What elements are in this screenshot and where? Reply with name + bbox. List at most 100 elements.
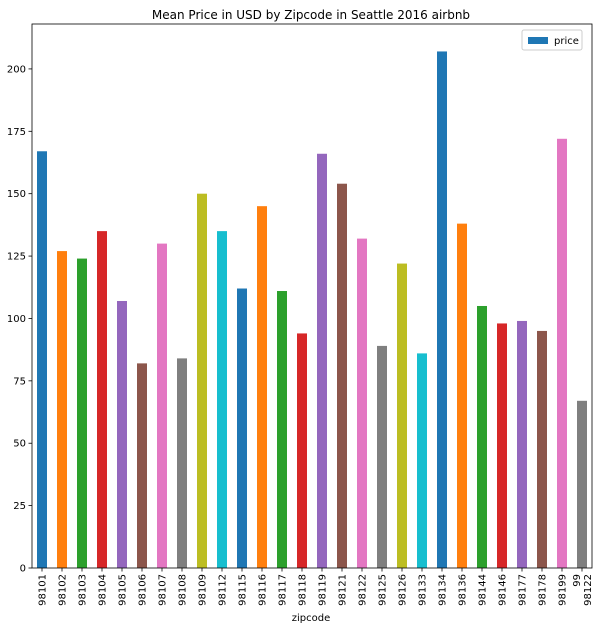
x-tick-label: 99 98122 <box>572 574 594 606</box>
x-tick-label-line: 98136 <box>458 574 469 606</box>
bar-98146 <box>497 323 507 568</box>
y-tick-label: 25 <box>13 501 26 512</box>
x-tick-label: 98136 <box>458 574 469 606</box>
bar-98199 <box>557 138 567 568</box>
x-tick-label-line: 98109 <box>198 574 209 606</box>
x-tick-label-line: 98106 <box>138 574 149 606</box>
bar-98109 <box>197 193 207 568</box>
bar-98126 <box>397 263 407 568</box>
bar-98177 <box>517 320 527 568</box>
x-tick-label-line: 98125 <box>378 574 389 606</box>
x-tick-label: 98106 <box>138 574 149 606</box>
legend-label: price <box>554 36 579 47</box>
x-tick-label-line: 98115 <box>238 574 249 606</box>
y-axis: 0 25 50 75 100 125 150 175 200 <box>7 64 32 575</box>
x-tick-label-line: 98134 <box>438 574 449 606</box>
x-tick-label: 98112 <box>218 574 229 606</box>
bar-98105 <box>117 300 127 568</box>
x-tick-label: 98134 <box>438 574 449 606</box>
x-tick-label: 98119 <box>318 574 329 606</box>
x-tick-label: 98146 <box>498 574 509 606</box>
x-tick-label: 98126 <box>398 574 409 606</box>
x-tick-label-line: 98146 <box>498 574 509 606</box>
x-tick-label-line: 98178 <box>538 574 549 606</box>
x-tick-label-line: 98102 <box>58 574 69 606</box>
x-tick-label-line: 98117 <box>278 574 289 606</box>
bar-98136 <box>457 223 467 568</box>
bar-98144 <box>477 305 487 568</box>
x-tick-label: 98177 <box>518 574 529 606</box>
x-tick-label: 98109 <box>198 574 209 606</box>
legend-swatch <box>528 37 548 44</box>
y-tick-label: 125 <box>7 252 26 263</box>
x-tick-label-line: 98121 <box>338 574 349 606</box>
x-tick-label: 98102 <box>58 574 69 606</box>
bar-98125 <box>377 345 387 568</box>
x-tick-label: 98133 <box>418 574 429 606</box>
x-tick-label: 98178 <box>538 574 549 606</box>
bar-98112 <box>217 231 227 568</box>
x-tick-label-line: 98118 <box>298 574 309 606</box>
bar-98115 <box>237 288 247 568</box>
x-tick-label: 98107 <box>158 574 169 606</box>
x-axis: 98101 98102 98103 98104 98105 98106 98107 98108… <box>38 568 594 606</box>
bar-99-98122 <box>577 400 587 568</box>
x-tick-label-line: 98144 <box>478 574 489 606</box>
x-tick-label: 98115 <box>238 574 249 606</box>
bar-98133 <box>417 353 427 568</box>
y-tick-label: 150 <box>7 189 26 200</box>
plot-frame <box>31 23 593 569</box>
x-tick-label-line: 98105 <box>118 574 129 606</box>
x-tick-label-line: 98119 <box>318 574 329 606</box>
x-tick-label: 98117 <box>278 574 289 606</box>
x-tick-label-line: 98199 <box>558 574 569 606</box>
bar-98122 <box>357 238 367 568</box>
x-tick-label-line: 98126 <box>398 574 409 606</box>
x-tick-label: 98105 <box>118 574 129 606</box>
x-tick-label-line: 98104 <box>98 574 109 606</box>
x-tick-label-line: 98116 <box>258 574 269 606</box>
bar-98107 <box>157 243 167 569</box>
x-tick-label: 98104 <box>98 574 109 606</box>
x-tick-label-line: 98177 <box>518 574 529 606</box>
chart-title: Mean Price in USD by Zipcode in Seattle … <box>152 8 470 22</box>
bar-98178 <box>537 330 547 568</box>
bar-98117 <box>277 291 287 568</box>
x-tick-label-line: 98101 <box>38 574 49 606</box>
x-tick-label: 98122 <box>358 574 369 606</box>
x-tick-label-line: 98108 <box>178 574 189 606</box>
x-tick-label: 98144 <box>478 574 489 606</box>
x-tick-label-line: 98122 <box>583 574 594 606</box>
bar-98101 <box>37 151 47 568</box>
x-tick-label: 98199 <box>558 574 569 606</box>
bar-98106 <box>137 363 147 568</box>
bar-98134 <box>437 51 447 569</box>
bar-98116 <box>257 206 267 568</box>
x-axis-label: zipcode <box>292 613 331 624</box>
x-tick-label-line: 98133 <box>418 574 429 606</box>
y-tick-label: 175 <box>7 127 26 138</box>
x-tick-label-line: 98107 <box>158 574 169 606</box>
y-tick-label: 50 <box>13 439 26 450</box>
x-tick-label-line: 98122 <box>358 574 369 606</box>
x-tick-label-line: 98103 <box>78 574 89 606</box>
x-tick-label-line: 99 <box>572 574 583 587</box>
x-tick-label: 98116 <box>258 574 269 606</box>
bar-98119 <box>317 153 327 568</box>
plot-area <box>31 23 593 569</box>
bar-98108 <box>177 358 187 568</box>
bar-98102 <box>57 251 67 568</box>
bar-98121 <box>337 183 347 568</box>
y-tick-label: 75 <box>13 376 26 387</box>
legend: price <box>521 29 583 51</box>
bar-98118 <box>297 333 307 568</box>
legend-box <box>521 29 583 51</box>
x-tick-label: 98108 <box>178 574 189 606</box>
x-tick-label: 98103 <box>78 574 89 606</box>
bar-98104 <box>97 231 107 568</box>
x-tick-label-line: 98112 <box>218 574 229 606</box>
y-tick-label: 100 <box>7 314 26 325</box>
y-tick-label: 0 <box>20 564 26 575</box>
x-tick-label: 98121 <box>338 574 349 606</box>
